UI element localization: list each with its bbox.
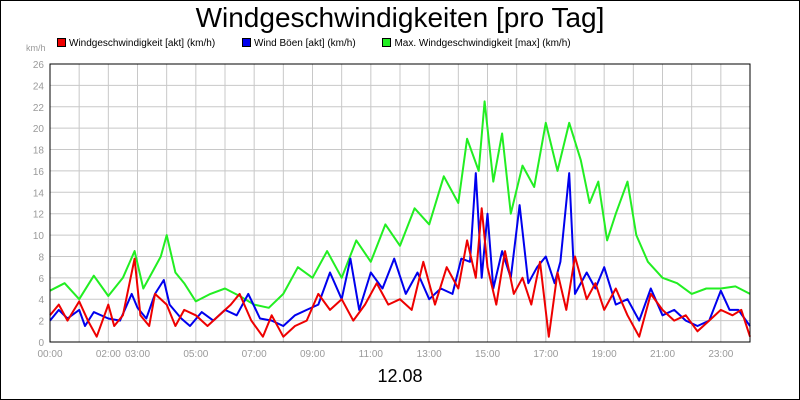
x-tick-label: 03:00 (125, 349, 150, 360)
legend-item-speed: Windgeschwindigkeit [akt] (km/h) (57, 38, 215, 49)
plot-border (49, 63, 751, 343)
y-tick-label: 10 (33, 231, 45, 242)
chart-legend: Windgeschwindigkeit [akt] (km/h) Wind Bö… (57, 38, 595, 52)
y-tick-label: 14 (33, 188, 45, 199)
legend-swatch-speed (57, 38, 66, 47)
legend-label-max: Max. Windgeschwindigkeit [max] (km/h) (394, 38, 571, 49)
y-tick-label: 8 (38, 252, 44, 263)
x-tick-label: 09:00 (300, 349, 325, 360)
x-tick-label: 19:00 (592, 349, 617, 360)
y-tick-label: 6 (38, 274, 44, 285)
y-tick-label: 4 (38, 295, 44, 306)
x-tick-label: 05:00 (183, 349, 208, 360)
y-axis-unit: km/h (26, 43, 46, 53)
series-line-0 (49, 100, 751, 309)
legend-item-gusts: Wind Böen [akt] (km/h) (241, 38, 356, 49)
x-tick-label: 23:00 (708, 349, 733, 360)
legend-swatch-max (382, 38, 392, 47)
date-label: 12.08 (377, 366, 423, 386)
y-tick-label: 12 (33, 210, 45, 221)
y-tick-label: 20 (33, 124, 45, 135)
legend-label-speed: Windgeschwindigkeit [akt] (km/h) (69, 38, 216, 49)
legend-label-gusts: Wind Böen [akt] (km/h) (253, 38, 356, 49)
y-tick-label: 16 (33, 167, 45, 178)
x-tick-label: 17:00 (533, 349, 558, 360)
x-tick-label: 13:00 (417, 349, 442, 360)
x-tick-label: 21:00 (650, 349, 675, 360)
legend-item-max: Max. Windgeschwindigkeit [max] (km/h) (382, 38, 571, 49)
legend-swatch-gusts (241, 38, 251, 47)
y-tick-label: 0 (38, 338, 44, 349)
x-tick-label: 00:00 (37, 349, 62, 360)
x-tick-label: 02:00 (96, 349, 121, 360)
chart-title: Windgeschwindigkeiten [pro Tag] (195, 2, 605, 33)
x-tick-label: 15:00 (475, 349, 500, 360)
y-tick-label: 24 (33, 81, 45, 92)
y-tick-label: 2 (38, 317, 44, 328)
y-tick-label: 18 (33, 146, 45, 157)
series-line-2 (49, 207, 751, 338)
series-line-1 (49, 172, 751, 327)
x-tick-label: 11:00 (359, 349, 384, 360)
y-tick-label: 26 (33, 60, 45, 71)
y-tick-label: 22 (33, 103, 45, 114)
x-tick-label: 07:00 (242, 349, 267, 360)
